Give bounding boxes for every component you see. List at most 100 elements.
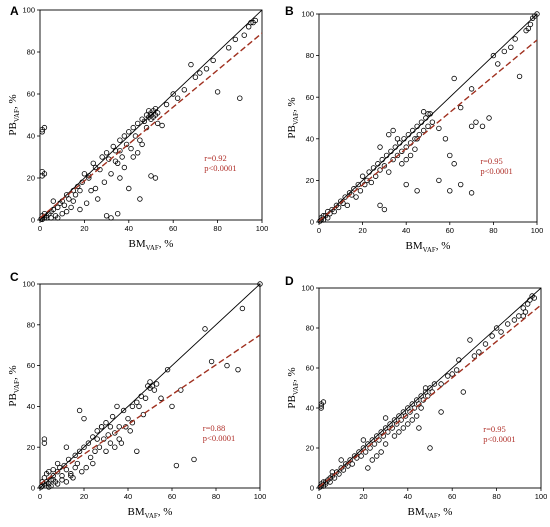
data-point xyxy=(90,160,96,166)
data-point xyxy=(132,133,139,139)
data-point xyxy=(318,403,324,409)
plot-frame xyxy=(39,9,263,221)
data-point xyxy=(531,295,538,301)
data-point xyxy=(387,421,393,427)
p-value-label: p<0.0001 xyxy=(483,434,515,444)
data-point xyxy=(57,464,63,471)
data-point xyxy=(70,198,76,204)
data-point xyxy=(355,181,361,188)
data-point xyxy=(142,395,149,401)
data-point xyxy=(121,164,128,171)
data-point xyxy=(351,186,357,192)
data-point xyxy=(86,175,92,181)
data-point xyxy=(407,152,414,159)
data-point xyxy=(121,133,128,139)
plot-frame xyxy=(39,283,261,489)
data-point xyxy=(431,381,438,387)
plot-frame xyxy=(318,287,542,489)
data-point xyxy=(77,187,83,194)
data-point xyxy=(65,456,72,463)
data-point xyxy=(423,115,429,121)
data-point xyxy=(473,119,479,125)
data-point xyxy=(173,462,180,469)
x-axis-label: BMVAF, % xyxy=(128,506,173,520)
data-point xyxy=(468,123,475,130)
y-tick-label: 60 xyxy=(27,361,35,370)
data-point xyxy=(112,444,118,450)
data-point xyxy=(117,147,123,154)
x-tick-label: 20 xyxy=(80,492,88,501)
data-point xyxy=(158,395,164,401)
regression-line xyxy=(319,304,541,488)
x-tick-label: 0 xyxy=(38,492,42,501)
data-point xyxy=(134,448,140,454)
data-point xyxy=(410,127,416,134)
data-point xyxy=(413,397,420,403)
regression-line xyxy=(40,32,262,219)
data-point xyxy=(338,457,344,463)
p-value-label: p<0.0001 xyxy=(204,163,236,173)
data-point xyxy=(401,136,407,142)
y-tick-label: 40 xyxy=(306,134,314,143)
y-tick-label: 100 xyxy=(301,284,314,293)
data-point xyxy=(90,434,96,440)
data-point xyxy=(55,204,61,211)
data-point xyxy=(108,171,114,177)
data-point xyxy=(391,433,398,439)
data-point xyxy=(425,123,431,130)
data-point xyxy=(94,436,100,442)
data-point xyxy=(63,444,70,450)
data-point xyxy=(63,479,70,485)
x-tick-label: 40 xyxy=(404,492,412,501)
data-point xyxy=(422,385,429,391)
data-point xyxy=(522,309,529,315)
data-point xyxy=(378,429,384,435)
data-point xyxy=(74,460,81,467)
data-point xyxy=(39,129,45,135)
data-point xyxy=(438,409,444,415)
data-point xyxy=(358,453,364,459)
x-tick-label: 100 xyxy=(531,226,544,235)
data-point xyxy=(375,161,381,167)
data-point xyxy=(398,417,404,423)
y-tick-label: 20 xyxy=(27,174,35,183)
data-point xyxy=(396,140,403,146)
data-point xyxy=(147,385,153,391)
data-point xyxy=(41,436,48,442)
data-point xyxy=(369,457,375,463)
data-point xyxy=(77,206,83,213)
y-tick-label: 80 xyxy=(27,320,35,329)
data-point xyxy=(54,468,61,475)
data-point xyxy=(457,104,464,111)
data-point xyxy=(81,444,87,450)
data-point xyxy=(103,420,109,426)
data-point xyxy=(318,401,324,407)
data-point xyxy=(402,413,409,419)
correlation-label: r=0.95 xyxy=(480,156,503,166)
data-point xyxy=(370,165,377,171)
x-tick-label: 60 xyxy=(168,492,176,501)
data-point xyxy=(129,403,136,410)
data-point xyxy=(482,341,489,347)
x-tick-label: 100 xyxy=(535,492,548,501)
data-point xyxy=(377,202,383,209)
y-tick-label: 20 xyxy=(27,443,35,452)
data-point xyxy=(399,161,405,167)
data-point xyxy=(107,424,114,430)
data-point xyxy=(136,403,142,410)
data-point xyxy=(203,66,210,72)
data-point xyxy=(163,101,170,108)
data-point xyxy=(214,89,221,95)
scatter-plot-c: 0 20 40 60 80 100 0 20 40 60 80 100 r=0.88p<0.0001 BM… xyxy=(7,280,266,520)
data-point xyxy=(412,146,418,152)
data-point xyxy=(460,389,466,395)
data-point xyxy=(479,123,486,130)
data-point xyxy=(117,137,123,143)
scatter-plot-d: 0 20 40 60 80 100 0 20 40 60 80 100 r=0.95p<0.0001 BM… xyxy=(286,284,548,520)
data-point xyxy=(94,428,100,434)
data-point xyxy=(318,483,324,489)
data-point xyxy=(386,131,392,138)
data-point xyxy=(174,95,181,101)
data-point xyxy=(210,57,216,64)
x-tick-label: 40 xyxy=(402,226,410,235)
